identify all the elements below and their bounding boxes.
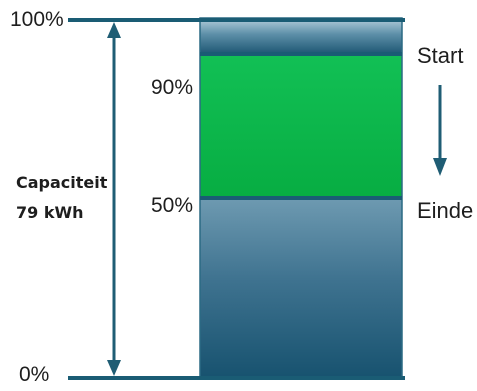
start-label: Start <box>417 43 464 68</box>
capacity-arrow-down-head <box>107 360 121 376</box>
battery-top-section <box>200 18 402 54</box>
label-0-percent: 0% <box>19 363 50 386</box>
capacity-label: Capaciteit <box>16 173 108 192</box>
capacity-value: 79 kWh <box>16 203 84 222</box>
end-label: Einde <box>417 198 474 223</box>
battery-remaining-section <box>200 198 402 378</box>
label-90-percent: 90% <box>151 76 194 99</box>
capacity-arrow-up-head <box>107 22 121 38</box>
charge-window-band <box>200 54 402 198</box>
label-100-percent: 100% <box>10 8 64 31</box>
label-50-percent: 50% <box>151 194 194 217</box>
discharge-direction-arrow-head <box>433 158 447 176</box>
